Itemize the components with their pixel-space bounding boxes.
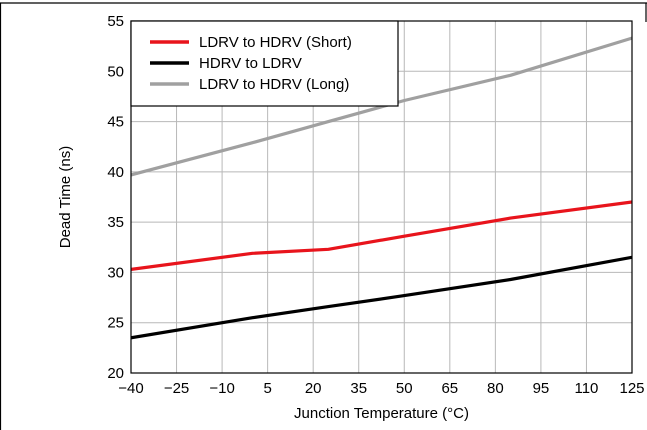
y-axis-label: Dead Time (ns) — [57, 146, 74, 249]
series-line-2 — [131, 255, 632, 340]
y-tick-label: 20 — [107, 365, 124, 382]
y-tick-labels: 20 25 30 35 40 45 50 55 — [107, 13, 124, 382]
y-tick-label: 35 — [107, 214, 124, 231]
y-tick-label: 30 — [107, 264, 124, 281]
x-tick-label: 5 — [263, 380, 271, 397]
x-tick-label: 20 — [305, 380, 322, 397]
legend: LDRV to HDRV (Short) HDRV to LDRV LDRV to … — [130, 20, 399, 107]
x-tick-label: 65 — [441, 380, 458, 397]
x-tick-label: 35 — [350, 380, 367, 397]
series-line-3 — [131, 36, 632, 177]
y-tick-label: 45 — [107, 114, 124, 131]
y-tick-label: 55 — [107, 13, 124, 30]
y-tick-label: 40 — [107, 164, 124, 181]
series-line-1 — [131, 200, 632, 271]
x-tick-label: 95 — [533, 380, 550, 397]
x-tick-labels: −40 −25 −10 5 20 35 50 65 80 95 110 125 — [118, 380, 644, 397]
x-tick-label: −25 — [164, 380, 189, 397]
x-tick-label: −40 — [118, 380, 143, 397]
x-tick-label: 80 — [487, 380, 504, 397]
x-tick-label: 110 — [574, 380, 598, 397]
series-lines — [131, 36, 632, 340]
legend-box — [130, 20, 399, 107]
x-tick-label: 125 — [619, 380, 644, 397]
legend-label: LDRV to HDRV (Long) — [199, 76, 349, 93]
legend-label: LDRV to HDRV (Short) — [199, 34, 352, 51]
x-tick-label: −10 — [209, 380, 234, 397]
y-tick-label: 25 — [107, 315, 124, 332]
y-tick-label: 50 — [107, 63, 124, 80]
x-tick-label: 50 — [396, 380, 413, 397]
x-axis-label: Junction Temperature (°C) — [294, 405, 469, 422]
legend-label: HDRV to LDRV — [199, 55, 302, 72]
